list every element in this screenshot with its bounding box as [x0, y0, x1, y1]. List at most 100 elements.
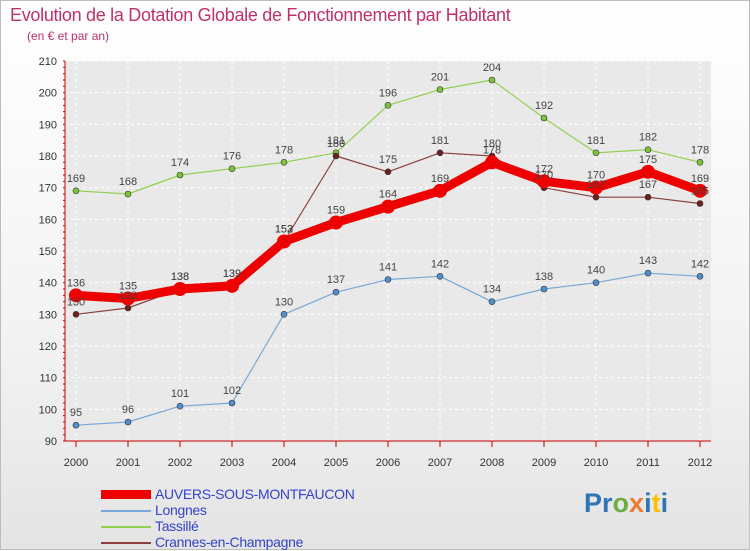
data-point — [644, 269, 652, 277]
x-tick-label: 2010 — [584, 457, 608, 469]
x-tick-label: 2008 — [480, 457, 504, 469]
data-point — [485, 155, 499, 170]
data-point — [228, 165, 236, 172]
data-point — [696, 273, 704, 280]
data-label: 152 — [275, 224, 293, 236]
y-tick-label: 170 — [39, 183, 57, 195]
x-tick-label: 2000 — [64, 457, 88, 469]
data-label: 130 — [67, 296, 85, 308]
x-tick-label: 2009 — [532, 457, 556, 469]
data-label: 140 — [587, 265, 605, 277]
data-point — [589, 180, 603, 195]
x-tick-label: 2002 — [168, 457, 192, 469]
data-point — [381, 199, 395, 214]
data-point — [121, 291, 135, 306]
data-label: 101 — [171, 388, 189, 400]
data-point — [436, 86, 444, 93]
data-label: 175 — [639, 154, 657, 166]
data-point — [384, 102, 392, 109]
data-label: 136 — [67, 277, 85, 289]
data-label: 180 — [327, 138, 345, 150]
data-label: 169 — [67, 173, 85, 185]
data-point — [696, 200, 704, 207]
data-label: 135 — [119, 281, 137, 293]
logo-letter: t — [651, 488, 661, 518]
legend-label: AUVERS-SOUS-MONTFAUCON — [155, 486, 355, 502]
data-point — [644, 193, 652, 201]
data-point — [280, 311, 288, 318]
data-point — [72, 421, 80, 429]
y-tick-label: 110 — [39, 373, 57, 385]
y-tick-label: 150 — [39, 246, 57, 258]
series-longnes — [72, 269, 704, 429]
data-point — [124, 418, 132, 426]
data-point — [592, 193, 600, 201]
series-tassill- — [72, 76, 704, 198]
y-tick-label: 100 — [39, 404, 57, 416]
legend-label: Longnes — [155, 502, 207, 518]
data-label: 102 — [223, 385, 241, 397]
data-label: 141 — [379, 262, 397, 274]
chart-subtitle: (en € et par an) — [27, 29, 110, 43]
data-label: 175 — [379, 154, 397, 166]
y-tick-label: 200 — [39, 88, 57, 100]
data-label: 164 — [379, 189, 397, 201]
data-label: 168 — [119, 176, 137, 188]
data-point — [225, 278, 239, 293]
data-label: 139 — [223, 268, 241, 280]
data-point — [173, 282, 187, 296]
x-tick-label: 2005 — [324, 457, 348, 469]
data-label: 204 — [483, 62, 501, 74]
data-label: 169 — [431, 173, 449, 185]
legend-label: Crannes-en-Champagne — [155, 534, 304, 550]
data-label: 178 — [691, 144, 709, 156]
y-tick-label: 180 — [39, 151, 57, 163]
x-tick-label: 2004 — [272, 457, 296, 469]
data-label: 167 — [587, 179, 605, 191]
data-label: 142 — [431, 258, 449, 270]
data-label: 153 — [275, 224, 293, 236]
data-label: 178 — [483, 144, 501, 156]
y-tick-label: 210 — [39, 56, 57, 68]
data-point — [537, 174, 551, 189]
data-label: 181 — [327, 135, 345, 147]
legend-swatch — [101, 510, 151, 512]
data-label: 95 — [70, 407, 82, 419]
proxiti-logo: Proxiti — [584, 488, 668, 519]
logo-letter: P — [584, 488, 603, 518]
x-tick-label: 2006 — [376, 457, 400, 469]
data-point — [436, 273, 444, 280]
data-label: 167 — [639, 179, 657, 191]
logo-letter: o — [612, 488, 630, 518]
legend-swatch — [101, 542, 151, 544]
data-label: 176 — [223, 151, 241, 163]
data-point — [540, 114, 548, 122]
x-tick-label: 2003 — [220, 457, 244, 469]
data-label: 192 — [535, 100, 553, 112]
data-point — [176, 402, 184, 410]
data-point — [332, 288, 340, 296]
data-label: 138 — [535, 271, 553, 283]
x-tick-label: 2012 — [688, 457, 712, 469]
data-point — [277, 234, 291, 249]
logo-letter: i — [660, 488, 669, 518]
data-point — [644, 146, 652, 153]
data-point — [72, 311, 80, 318]
data-point — [592, 279, 600, 286]
series-auvers-sous-montfaucon — [69, 155, 707, 306]
data-point — [280, 159, 288, 166]
logo-letter: i — [644, 488, 652, 518]
legend-swatch — [101, 526, 151, 528]
data-label: 134 — [483, 284, 501, 296]
data-label: 165 — [691, 186, 709, 198]
data-label: 172 — [535, 163, 553, 175]
data-label: 180 — [483, 138, 501, 150]
data-point — [592, 149, 600, 157]
data-point — [436, 149, 444, 157]
data-label: 96 — [122, 404, 134, 416]
data-label: 142 — [691, 258, 709, 270]
y-tick-label: 90 — [45, 436, 57, 448]
data-point — [72, 187, 80, 195]
data-point — [488, 298, 496, 305]
